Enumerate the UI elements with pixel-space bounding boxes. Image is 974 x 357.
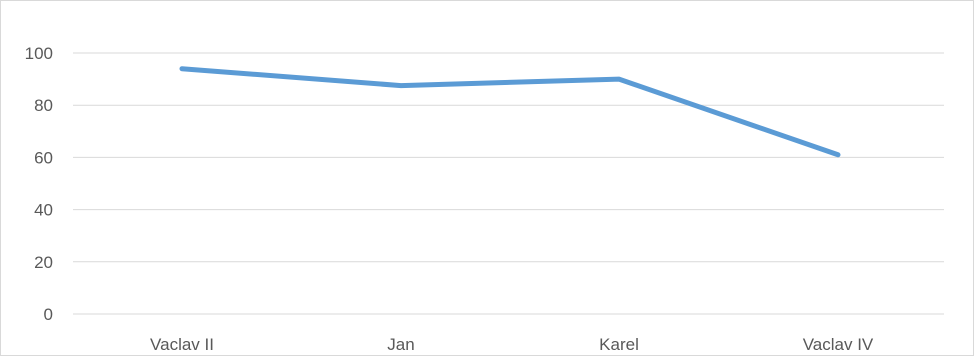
y-tick-label-100: 100 bbox=[25, 44, 53, 63]
series-line-0 bbox=[179, 66, 841, 158]
x-axis-category-labels: Vaclav II Jan Karel Vaclav IV bbox=[150, 335, 874, 354]
x-category-label-0: Vaclav II bbox=[150, 335, 214, 354]
y-tick-label-20: 20 bbox=[34, 253, 53, 272]
series-lines bbox=[179, 66, 841, 158]
gridlines bbox=[73, 52, 944, 315]
y-tick-label-80: 80 bbox=[34, 96, 53, 115]
y-tick-label-60: 60 bbox=[34, 148, 53, 167]
y-axis-tick-labels: 0 20 40 60 80 100 bbox=[25, 44, 53, 324]
x-category-label-1: Jan bbox=[387, 335, 414, 354]
y-tick-label-40: 40 bbox=[34, 201, 53, 220]
y-tick-label-0: 0 bbox=[44, 305, 53, 324]
x-category-label-2: Karel bbox=[599, 335, 639, 354]
x-category-label-3: Vaclav IV bbox=[803, 335, 874, 354]
